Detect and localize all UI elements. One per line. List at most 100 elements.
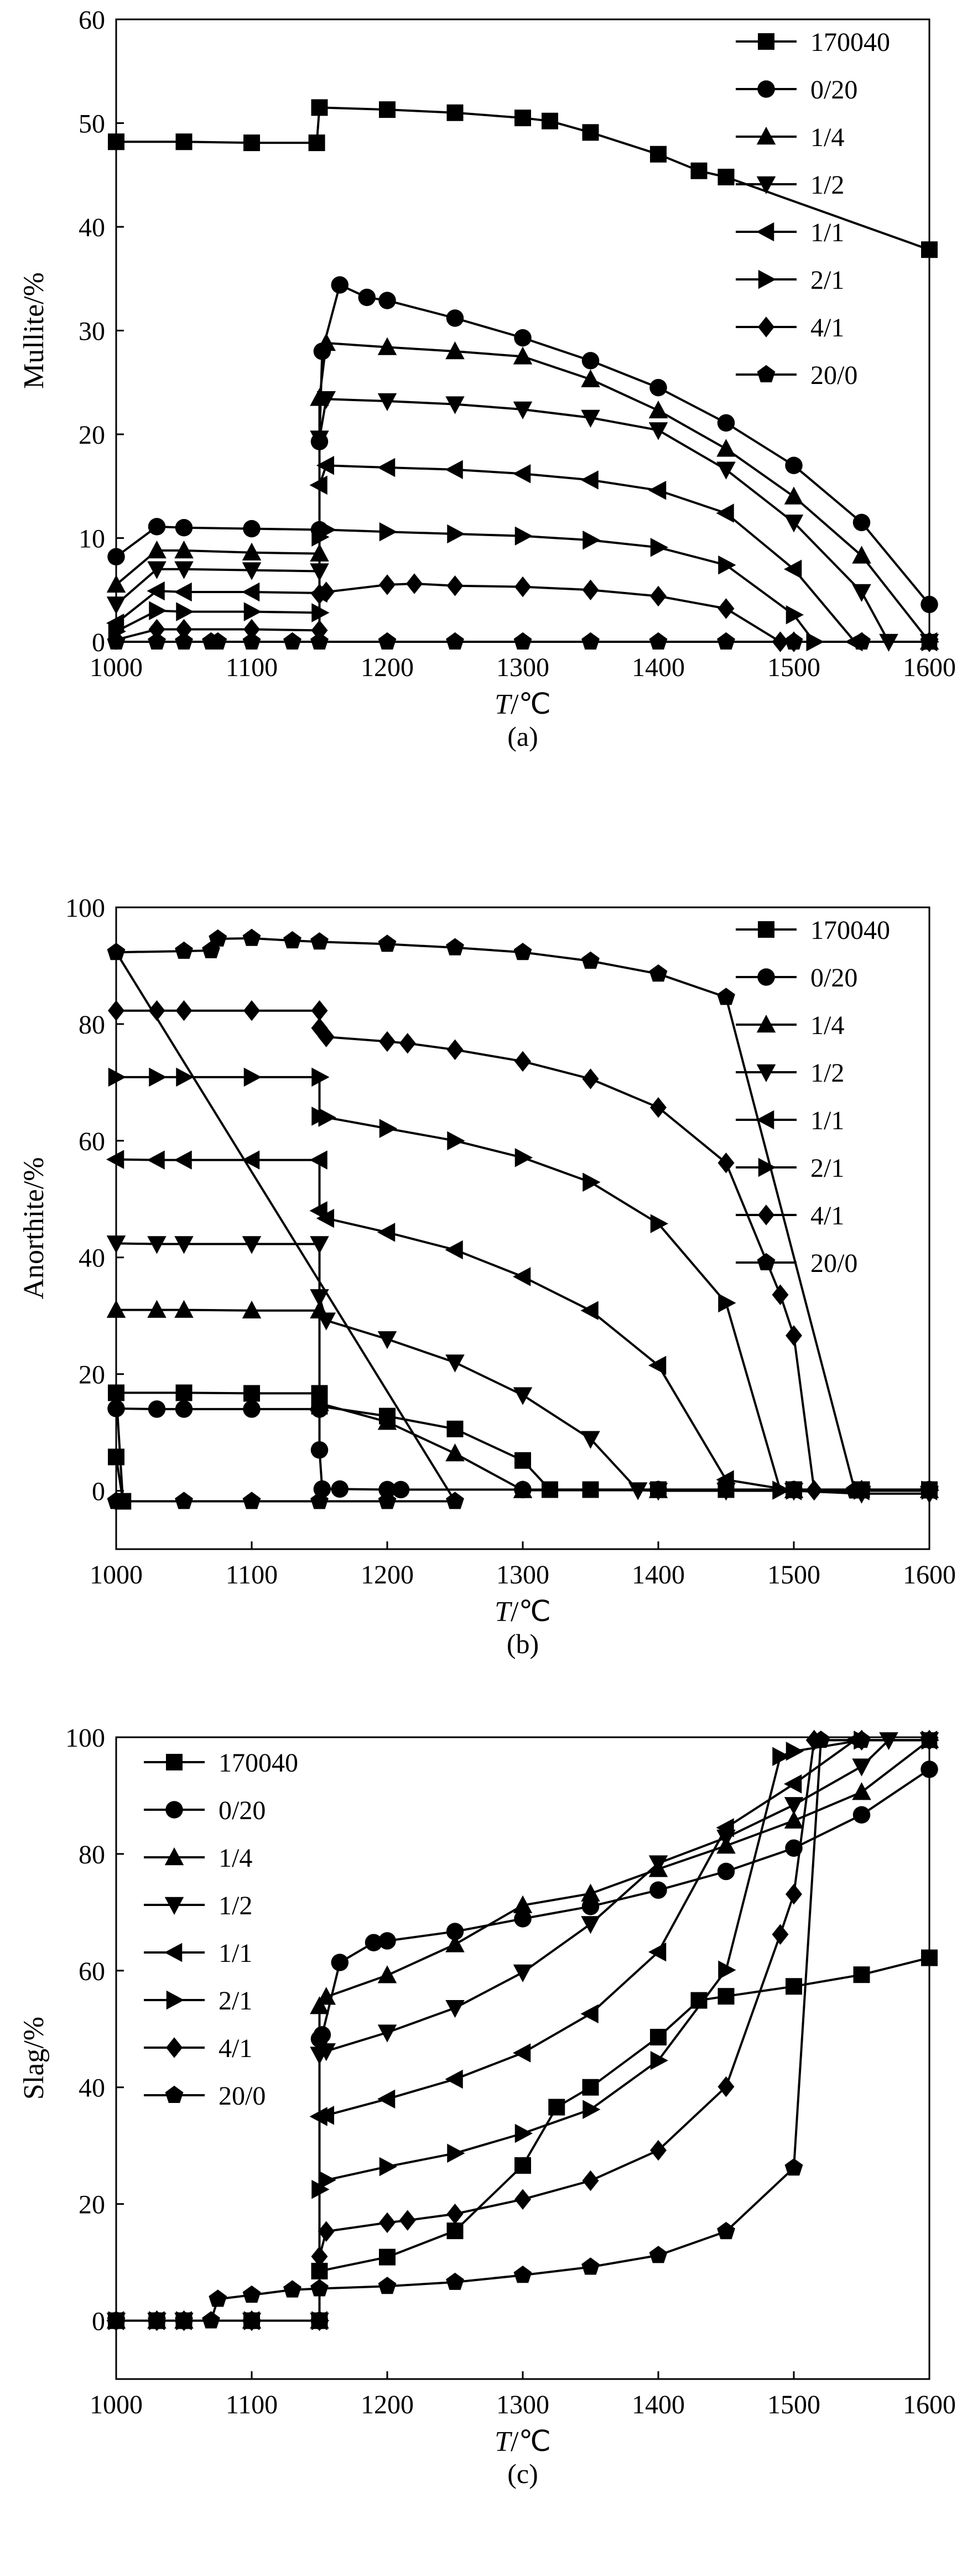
data-point [920, 632, 939, 650]
legend-label: 1/1 [810, 1106, 844, 1135]
data-point [447, 1131, 465, 1151]
legend-entry: 20/0 [736, 1249, 857, 1278]
legend-label: 0/20 [810, 75, 857, 105]
data-point [175, 1000, 193, 1021]
data-point [377, 1223, 396, 1242]
y-axis-label: Mullite/% [18, 272, 50, 389]
data-point [311, 2310, 328, 2331]
data-point [379, 574, 396, 595]
data-point [107, 943, 126, 960]
data-point [772, 1481, 791, 1500]
y-tick-label: 40 [79, 213, 105, 242]
x-tick-label: 1500 [767, 2390, 820, 2419]
legend-marker [757, 1253, 776, 1270]
data-point [176, 1067, 194, 1087]
data-point [446, 1923, 464, 1940]
chart-panel-2: 1000 1100 1200 1300 1400 1500 1600 0 20 40 60 80 100… [18, 894, 956, 1659]
data-point [242, 1300, 262, 1318]
data-point [581, 352, 600, 370]
data-point [318, 1026, 335, 1047]
data-point [650, 1097, 667, 1118]
x-axis-label-unit: /℃ [511, 2426, 551, 2458]
y-tick-label: 60 [79, 1957, 105, 1986]
data-point [784, 1774, 802, 1794]
legend-label: 170040 [810, 28, 890, 57]
legend: 170040 0/20 1/4 1/2 1/1 2/1 4/1 20/0 [144, 1748, 298, 2111]
data-point [717, 988, 735, 1005]
x-axis-label: T/℃ [495, 689, 551, 720]
data-point [648, 1355, 667, 1375]
legend-marker [758, 269, 776, 289]
data-point [316, 1208, 334, 1228]
data-point [106, 1150, 124, 1169]
data-point [716, 1818, 734, 1837]
data-point [583, 1172, 601, 1192]
series-line [115, 342, 930, 643]
data-point [852, 513, 871, 532]
x-tick-label: 1000 [90, 653, 143, 682]
data-point [513, 2043, 531, 2063]
data-point [174, 1300, 194, 1318]
y-tick-label: 0 [92, 628, 105, 657]
data-point [309, 2107, 327, 2126]
data-point [690, 162, 708, 179]
data-point [784, 2158, 803, 2176]
legend: 170040 0/20 1/4 1/2 1/1 2/1 4/1 20/0 [736, 28, 890, 390]
data-point [445, 1443, 465, 1462]
x-axis-label-unit: /℃ [511, 1596, 551, 1628]
data-point [331, 276, 349, 294]
data-point [310, 1996, 329, 2014]
data-point [107, 1400, 125, 1417]
data-point [582, 2170, 599, 2191]
data-point [175, 1384, 193, 1401]
legend-marker [166, 1754, 183, 1770]
data-point [717, 2221, 735, 2240]
legend-label: 2/1 [810, 1154, 844, 1183]
data-point [446, 104, 464, 121]
data-point [513, 2266, 532, 2283]
data-point [784, 486, 804, 505]
legend-entry: 1/1 [736, 218, 844, 247]
legend-marker [757, 365, 776, 382]
data-point [406, 573, 423, 594]
y-tick-label: 100 [65, 1723, 105, 1753]
data-point [147, 1150, 165, 1170]
x-axis-label: T/℃ [495, 2426, 551, 2458]
data-point [446, 2203, 464, 2225]
data-point [786, 1978, 802, 1995]
data-point [717, 1988, 735, 2005]
data-point [316, 391, 336, 409]
x-tick-label: 1600 [903, 1560, 956, 1590]
series-20-0 [107, 1731, 939, 2329]
data-point [311, 99, 328, 116]
legend-label: 4/1 [810, 1201, 844, 1230]
data-point [650, 2029, 667, 2046]
data-point [649, 632, 668, 650]
data-point [309, 1150, 327, 1170]
data-point [106, 574, 126, 593]
data-point [649, 1881, 667, 1899]
legend-marker [756, 222, 774, 242]
data-point [378, 292, 396, 309]
series-line [115, 398, 929, 643]
legend-entry: 1/2 [144, 1891, 252, 1920]
data-point [648, 1483, 668, 1501]
data-point [379, 1119, 397, 1138]
data-point [242, 632, 261, 650]
data-point [812, 1731, 830, 1748]
x-tick-label: 1000 [90, 2390, 143, 2419]
data-point [242, 928, 261, 946]
series-line [116, 1739, 929, 2322]
data-point [108, 133, 124, 150]
data-point [378, 1481, 396, 1499]
legend-label: 1/4 [810, 123, 844, 152]
data-point [283, 931, 301, 949]
legend-label: 4/1 [219, 2034, 252, 2063]
series-1-2 [106, 391, 939, 652]
data-point [378, 934, 397, 952]
data-point [377, 2024, 397, 2043]
data-point [784, 559, 802, 579]
data-point [648, 1942, 667, 1962]
y-tick-label: 20 [79, 1360, 105, 1390]
